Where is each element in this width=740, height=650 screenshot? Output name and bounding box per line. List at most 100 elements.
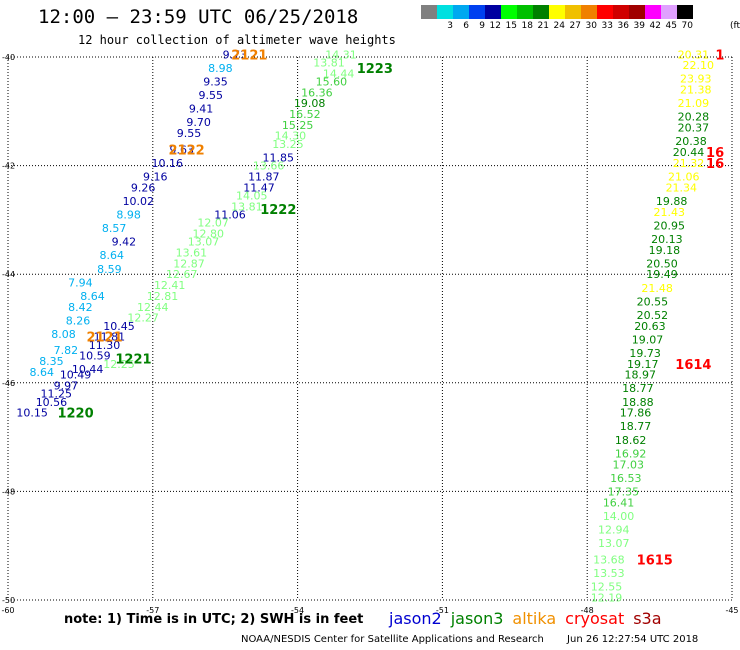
wave-height-value: 14.30 bbox=[275, 130, 307, 143]
wave-height-value: 8.42 bbox=[68, 301, 93, 314]
wave-height-value: 9.73 bbox=[223, 48, 248, 61]
lon-tick-label: -48 bbox=[581, 606, 594, 615]
wave-height-value: 13.25 bbox=[272, 138, 304, 151]
wave-height-value: 13.53 bbox=[593, 567, 625, 580]
wave-height-value: 8.98 bbox=[116, 208, 141, 221]
wave-height-value: 21.34 bbox=[666, 181, 698, 194]
pass-label: 1 bbox=[715, 48, 724, 63]
scale-label: 24 bbox=[553, 21, 565, 31]
scale-swatch: 18 bbox=[517, 5, 533, 31]
scale-label: 45 bbox=[665, 21, 677, 31]
wave-height-value: 16.52 bbox=[289, 108, 321, 121]
pass-label: 1614 bbox=[675, 358, 711, 373]
wave-height-value: 18.88 bbox=[622, 396, 654, 409]
wave-height-value: 12.41 bbox=[154, 279, 186, 292]
wave-height-value: 20.55 bbox=[637, 295, 669, 308]
scale-label: 18 bbox=[521, 21, 533, 31]
wave-height-value: 22.10 bbox=[682, 59, 714, 72]
wave-height-value: 12.80 bbox=[193, 227, 225, 240]
wave-height-value: 13.68 bbox=[593, 553, 625, 566]
wave-height-value: 19.18 bbox=[649, 244, 681, 257]
wave-height-value: 9.42 bbox=[112, 236, 137, 249]
wave-height-value: 14.05 bbox=[236, 189, 268, 202]
wave-height-value: 20.63 bbox=[634, 320, 666, 333]
scale-swatch: 42 bbox=[645, 5, 661, 31]
wave-height-value: 23.93 bbox=[680, 73, 712, 86]
pass-label: 16 bbox=[706, 146, 724, 161]
scale-label: 15 bbox=[505, 21, 517, 31]
wave-height-value: 19.73 bbox=[629, 347, 661, 360]
wave-height-value: 21.09 bbox=[678, 97, 710, 110]
wave-height-value: 10.16 bbox=[152, 157, 184, 170]
wave-height-value: 9.16 bbox=[143, 170, 168, 183]
footer: NOAA/NESDIS Center for Satellite Applica… bbox=[241, 634, 698, 645]
scale-label: 39 bbox=[633, 21, 645, 31]
scale-swatch bbox=[421, 5, 437, 19]
lon-tick-label: -54 bbox=[291, 606, 304, 615]
scale-label: 33 bbox=[601, 21, 613, 31]
pass-label: 1222 bbox=[260, 203, 296, 218]
footer-credit: NOAA/NESDIS Center for Satellite Applica… bbox=[241, 634, 544, 645]
wave-height-value: 19.17 bbox=[627, 358, 659, 371]
wave-height-value: 19.88 bbox=[656, 195, 688, 208]
lat-tick-label: -42 bbox=[2, 162, 15, 171]
wave-height-value: 8.08 bbox=[51, 328, 76, 341]
lat-tick-label: -46 bbox=[2, 379, 15, 388]
wave-height-value: 17.03 bbox=[612, 458, 644, 471]
wave-height-value: 13.66 bbox=[253, 160, 285, 173]
pass-label: 1615 bbox=[637, 553, 673, 568]
wave-height-value: 13.07 bbox=[188, 236, 220, 249]
note-text: note: 1) Time is in UTC; 2) SWH is in fe… bbox=[64, 612, 364, 627]
wave-height-value: 16.41 bbox=[603, 496, 635, 509]
wave-height-value: 20.38 bbox=[675, 135, 707, 148]
pass-label: 16 bbox=[706, 157, 724, 172]
wave-height-value: 20.50 bbox=[646, 257, 678, 270]
satellite-legend: jason2 jason3 altika cryosat s3a bbox=[389, 609, 671, 628]
wave-height-value: 15.25 bbox=[282, 119, 314, 132]
wave-height-value: 20.37 bbox=[678, 122, 710, 135]
wave-height-value: 12.27 bbox=[127, 312, 159, 325]
lat-tick-label: -44 bbox=[2, 270, 15, 279]
wave-height-value: 10.44 bbox=[72, 363, 104, 376]
wave-height-value: 14.31 bbox=[325, 48, 357, 61]
scale-swatch: 45 bbox=[661, 5, 677, 31]
wave-height-value: 10.49 bbox=[60, 369, 92, 382]
wave-height-value: 11.81 bbox=[94, 331, 126, 344]
wave-height-value: 9.26 bbox=[131, 181, 156, 194]
scale-label: 30 bbox=[585, 21, 597, 31]
scale-swatch: 3 bbox=[437, 5, 453, 31]
wave-height-value: 20.13 bbox=[651, 233, 683, 246]
wave-height-value: 12.25 bbox=[103, 358, 135, 371]
lon-tick-label: -45 bbox=[725, 606, 738, 615]
lat-tick-label: -40 bbox=[2, 53, 15, 62]
scale-label: 6 bbox=[463, 21, 469, 31]
wave-height-value: 17.86 bbox=[620, 407, 652, 420]
wave-height-value: 11.47 bbox=[243, 181, 275, 194]
wave-height-value: 18.62 bbox=[615, 434, 647, 447]
legend-cryosat: cryosat bbox=[565, 609, 625, 628]
wave-height-value: 10.02 bbox=[123, 195, 155, 208]
wave-height-value: 7.94 bbox=[68, 276, 93, 289]
scale-label: 9 bbox=[479, 21, 485, 31]
wave-height-value: 8.64 bbox=[80, 290, 105, 303]
wave-height-value: 19.07 bbox=[632, 333, 664, 346]
wave-height-value: 12.94 bbox=[598, 523, 630, 536]
wave-height-value: 12.19 bbox=[591, 591, 623, 604]
wave-height-value: 10.45 bbox=[103, 320, 135, 333]
pass-label: 2122 bbox=[168, 143, 204, 158]
wave-height-value: 12.87 bbox=[173, 257, 205, 270]
wave-height-value: 11.85 bbox=[263, 151, 295, 164]
scale-swatch: 15 bbox=[501, 5, 517, 31]
wave-height-value: 18.77 bbox=[622, 382, 654, 395]
scale-label: 42 bbox=[649, 21, 661, 31]
lon-tick-label: -60 bbox=[1, 606, 14, 615]
wave-height-value: 15.60 bbox=[316, 75, 348, 88]
wave-height-value: 16.36 bbox=[301, 86, 333, 99]
scale-label: 70 bbox=[681, 21, 693, 31]
wave-height-value: 9.55 bbox=[198, 89, 223, 102]
lat-tick-label: -48 bbox=[2, 487, 15, 496]
wave-height-value: 12.67 bbox=[166, 268, 198, 281]
legend-jason2: jason2 bbox=[389, 609, 442, 628]
wave-height-value: 8.64 bbox=[100, 249, 125, 262]
